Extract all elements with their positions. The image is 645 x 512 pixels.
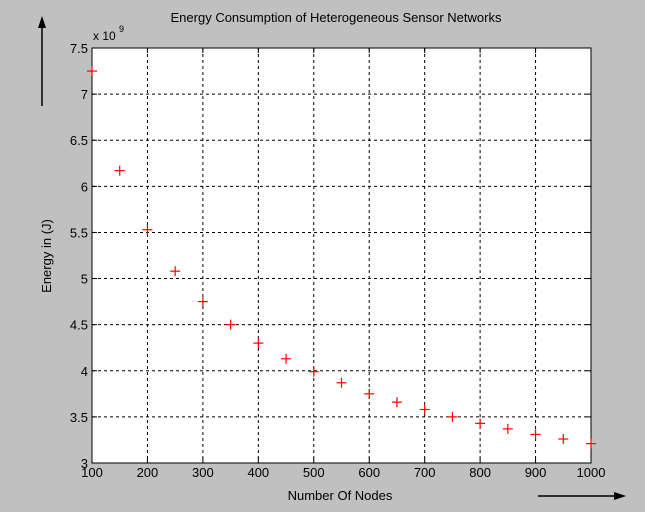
x-tick-label: 900 bbox=[525, 465, 547, 480]
plot-area bbox=[92, 48, 591, 463]
data-point bbox=[502, 423, 513, 434]
x-tick-label: 600 bbox=[358, 465, 380, 480]
y-tick-label: 4 bbox=[81, 364, 88, 379]
data-point bbox=[586, 438, 596, 449]
y-tick-label: 6.5 bbox=[70, 133, 88, 148]
data-points bbox=[87, 66, 596, 449]
y-tick-label: 5.5 bbox=[70, 225, 88, 240]
y-direction-arrow bbox=[38, 16, 46, 106]
y-tick-label: 3 bbox=[81, 456, 88, 471]
data-point bbox=[281, 353, 292, 364]
data-point bbox=[225, 319, 236, 330]
x-tick-label: 300 bbox=[192, 465, 214, 480]
x-tick-labels: 100 200 300 400 500 600 700 800 900 1000 bbox=[81, 465, 605, 480]
data-point bbox=[142, 224, 153, 235]
chart-title: Energy Consumption of Heterogeneous Sens… bbox=[171, 10, 502, 25]
y-multiplier-exponent: 9 bbox=[119, 24, 124, 34]
x-axis-label: Number Of Nodes bbox=[288, 488, 393, 503]
data-point bbox=[447, 411, 458, 422]
data-point bbox=[419, 404, 430, 415]
axis-ticks bbox=[91, 47, 592, 464]
data-point bbox=[530, 429, 541, 440]
data-point bbox=[87, 66, 97, 77]
y-tick-label: 6 bbox=[81, 179, 88, 194]
x-tick-label: 700 bbox=[414, 465, 436, 480]
y-tick-labels: 3 3.5 4 4.5 5 5.5 6 6.5 7 7.5 bbox=[70, 41, 88, 471]
y-multiplier-base: x 10 bbox=[93, 29, 116, 43]
x-tick-label: 500 bbox=[303, 465, 325, 480]
x-tick-label: 100 bbox=[81, 465, 103, 480]
x-direction-arrow bbox=[538, 492, 626, 500]
data-point bbox=[197, 296, 208, 307]
data-point bbox=[170, 266, 181, 277]
data-point bbox=[391, 397, 402, 408]
y-tick-label: 5 bbox=[81, 272, 88, 287]
y-tick-label: 7 bbox=[81, 87, 88, 102]
data-point bbox=[114, 165, 125, 176]
data-point bbox=[475, 418, 486, 429]
y-tick-label: 7.5 bbox=[70, 41, 88, 56]
x-tick-label: 200 bbox=[137, 465, 159, 480]
y-tick-label: 4.5 bbox=[70, 318, 88, 333]
plot-frame bbox=[91, 47, 592, 464]
data-point bbox=[253, 338, 264, 349]
x-tick-label: 1000 bbox=[577, 465, 606, 480]
data-point bbox=[558, 434, 569, 445]
y-tick-label: 3.5 bbox=[70, 410, 88, 425]
x-tick-label: 800 bbox=[469, 465, 491, 480]
y-axis-label: Energy in (J) bbox=[39, 219, 54, 293]
grid-lines bbox=[92, 48, 591, 463]
data-point bbox=[364, 388, 375, 399]
data-point bbox=[308, 366, 319, 377]
data-point bbox=[336, 377, 347, 388]
x-tick-label: 400 bbox=[247, 465, 269, 480]
